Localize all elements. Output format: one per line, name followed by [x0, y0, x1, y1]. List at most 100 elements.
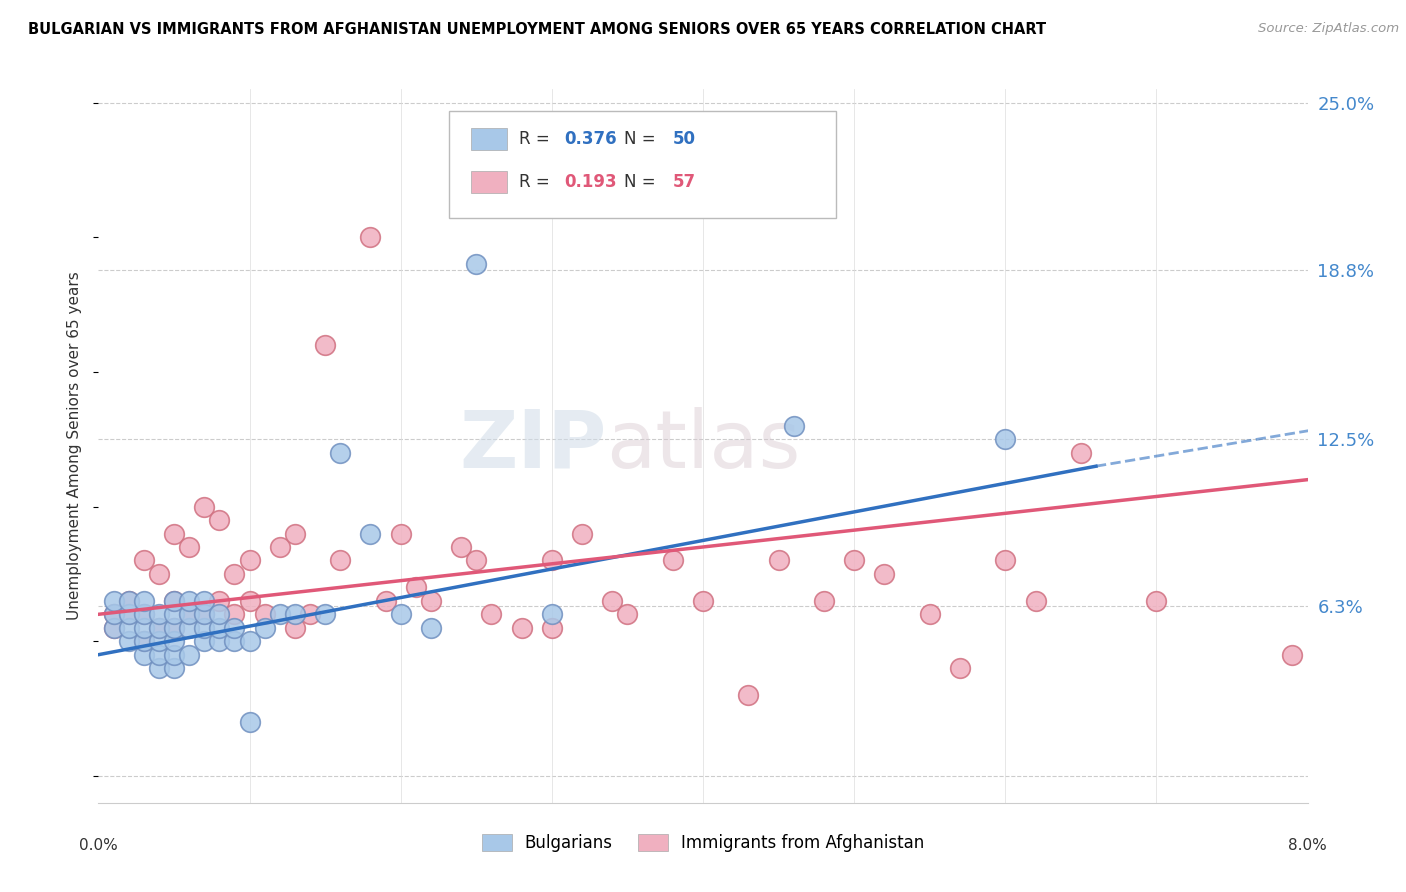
Point	[420, 594, 443, 608]
Point	[208, 594, 231, 608]
Point	[148, 648, 170, 662]
Point	[208, 513, 231, 527]
Text: BULGARIAN VS IMMIGRANTS FROM AFGHANISTAN UNEMPLOYMENT AMONG SENIORS OVER 65 YEAR: BULGARIAN VS IMMIGRANTS FROM AFGHANISTAN…	[28, 22, 1046, 37]
Point	[224, 566, 246, 581]
Point	[571, 526, 593, 541]
Point	[329, 553, 352, 567]
Point	[602, 594, 624, 608]
Point	[374, 594, 396, 608]
Text: 57: 57	[673, 173, 696, 191]
Point	[163, 594, 186, 608]
Point	[949, 661, 972, 675]
Point	[193, 500, 215, 514]
Point	[450, 540, 472, 554]
Text: 8.0%: 8.0%	[1288, 838, 1327, 853]
Point	[148, 621, 170, 635]
Point	[193, 607, 215, 622]
Point	[132, 634, 155, 648]
Point	[405, 580, 427, 594]
Legend: Bulgarians, Immigrants from Afghanistan: Bulgarians, Immigrants from Afghanistan	[475, 827, 931, 859]
Point	[163, 594, 186, 608]
Point	[662, 553, 685, 567]
Point	[239, 594, 262, 608]
Point	[132, 634, 155, 648]
Point	[193, 634, 215, 648]
Point	[224, 621, 246, 635]
Point	[1281, 648, 1303, 662]
Point	[541, 621, 564, 635]
Point	[994, 432, 1017, 446]
Point	[118, 607, 141, 622]
Y-axis label: Unemployment Among Seniors over 65 years: Unemployment Among Seniors over 65 years	[67, 272, 83, 620]
Point	[179, 540, 201, 554]
Point	[284, 621, 307, 635]
Point	[163, 648, 186, 662]
Point	[360, 526, 382, 541]
Point	[179, 607, 201, 622]
Point	[420, 621, 443, 635]
Point	[103, 621, 125, 635]
Point	[737, 688, 759, 702]
Point	[103, 607, 125, 622]
Point	[269, 540, 291, 554]
Point	[918, 607, 941, 622]
Point	[193, 607, 215, 622]
Text: R =: R =	[519, 130, 555, 148]
FancyBboxPatch shape	[449, 111, 837, 218]
Point	[314, 607, 336, 622]
Point	[132, 553, 155, 567]
Text: 0.0%: 0.0%	[79, 838, 118, 853]
Point	[179, 607, 201, 622]
Point	[510, 621, 533, 635]
Point	[163, 661, 186, 675]
Point	[299, 607, 322, 622]
Point	[1025, 594, 1047, 608]
Point	[253, 607, 276, 622]
Point	[132, 648, 155, 662]
Point	[179, 594, 201, 608]
Point	[148, 634, 170, 648]
Point	[541, 553, 564, 567]
Point	[163, 621, 186, 635]
Point	[103, 607, 125, 622]
Point	[193, 594, 215, 608]
Point	[148, 566, 170, 581]
Point	[179, 648, 201, 662]
Point	[208, 607, 231, 622]
Point	[360, 230, 382, 244]
Point	[465, 257, 488, 271]
Point	[132, 594, 155, 608]
Point	[616, 607, 638, 622]
Point	[148, 621, 170, 635]
Point	[253, 621, 276, 635]
Text: N =: N =	[624, 130, 661, 148]
Point	[284, 526, 307, 541]
Point	[132, 621, 155, 635]
Point	[389, 607, 412, 622]
Text: Source: ZipAtlas.com: Source: ZipAtlas.com	[1258, 22, 1399, 36]
Point	[148, 607, 170, 622]
Point	[163, 634, 186, 648]
Point	[1146, 594, 1168, 608]
Point	[103, 621, 125, 635]
Point	[118, 594, 141, 608]
Point	[541, 607, 564, 622]
Text: N =: N =	[624, 173, 661, 191]
Point	[389, 526, 412, 541]
Point	[118, 621, 141, 635]
Text: 0.376: 0.376	[564, 130, 617, 148]
Point	[163, 526, 186, 541]
Point	[163, 621, 186, 635]
Point	[208, 621, 231, 635]
Point	[783, 418, 806, 433]
Point	[239, 553, 262, 567]
Point	[481, 607, 503, 622]
Point	[148, 661, 170, 675]
Point	[118, 594, 141, 608]
Point	[692, 594, 714, 608]
Point	[163, 607, 186, 622]
Point	[768, 553, 790, 567]
Point	[224, 607, 246, 622]
Text: ZIP: ZIP	[458, 407, 606, 485]
Point	[813, 594, 835, 608]
